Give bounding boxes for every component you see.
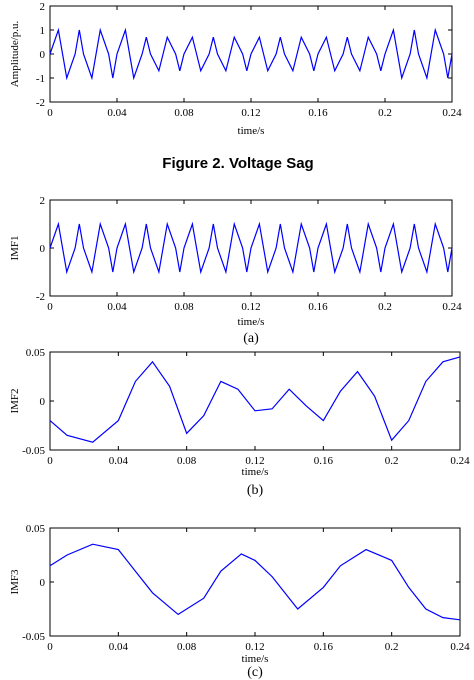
x-tick-label: 0.12	[245, 455, 264, 467]
subfigure-label: (c)	[247, 665, 263, 680]
chart-panel-4: 0 0.04 0.08 0.12 0.16 0.2 0.240.050-0.05time/s…	[9, 523, 470, 680]
y-tick-label: 1	[40, 25, 46, 37]
x-tick-label: 0.24	[442, 301, 462, 313]
x-tick-label: 0.12	[241, 301, 260, 313]
x-tick-label: 0	[47, 301, 53, 313]
x-tick-label: 0.04	[109, 455, 129, 467]
y-tick-label: 2	[40, 1, 46, 13]
x-axis-label: time/s	[238, 125, 265, 137]
series-line-1	[49, 356, 461, 443]
chart-panel-2: 0 0.04 0.08 0.12 0.16 0.2 0.2420-2time/sIMF1(a…	[9, 195, 462, 346]
plot-frame	[49, 351, 461, 451]
x-tick-label: 0.2	[385, 455, 399, 467]
y-tick-label: -0.05	[22, 445, 45, 457]
y-axis-label: Amplitude/p.u.	[9, 20, 21, 87]
plot-frame	[49, 527, 461, 637]
x-tick-label: 0.04	[107, 301, 127, 313]
y-tick-label: -2	[36, 97, 45, 109]
y-tick-label: 0	[40, 243, 46, 255]
x-tick-label: 0.24	[450, 455, 470, 467]
x-tick-label: 0.16	[314, 641, 334, 653]
y-axis-label: IMF1	[9, 235, 21, 260]
y-tick-label: 0	[40, 577, 46, 589]
y-axis-label: IMF2	[9, 388, 21, 413]
x-tick-label: 0.08	[177, 455, 197, 467]
x-axis-label: time/s	[238, 316, 265, 328]
y-axis-label: IMF3	[9, 569, 21, 595]
x-tick-label: 0.24	[450, 641, 470, 653]
y-tick-label: -2	[36, 291, 45, 303]
series-line-1	[49, 543, 461, 621]
x-tick-label: 0.08	[174, 301, 194, 313]
series-line-1	[49, 221, 453, 275]
x-tick-label: 0.04	[107, 107, 127, 119]
x-tick-label: 0.08	[177, 641, 197, 653]
y-tick-label: -0.05	[22, 631, 45, 643]
y-tick-label: -1	[36, 73, 45, 85]
x-tick-label: 0.12	[245, 641, 264, 653]
x-tick-label: 0	[47, 455, 53, 467]
x-tick-label: 0.12	[241, 107, 260, 119]
x-tick-label: 0.04	[109, 641, 129, 653]
y-tick-label: 0.05	[26, 523, 46, 535]
x-tick-label: 0.24	[442, 107, 462, 119]
x-tick-label: 0.16	[314, 455, 334, 467]
x-tick-label: 0	[47, 107, 53, 119]
x-tick-label: 0	[47, 641, 53, 653]
x-tick-label: 0.2	[385, 641, 399, 653]
x-axis-label: time/s	[242, 466, 269, 478]
y-tick-label: 0	[40, 396, 46, 408]
x-tick-label: 0.16	[308, 107, 328, 119]
x-tick-label: 0.2	[378, 107, 392, 119]
subfigure-label: (b)	[247, 483, 264, 498]
chart-panel-1: 0 0.04 0.08 0.12 0.16 0.2 0.24 2 1 0 -1 -2 time/s Amp…	[9, 1, 462, 137]
figure-caption: Figure 2. Voltage Sag	[162, 155, 313, 172]
subfigure-label: (a)	[243, 331, 259, 346]
x-axis-label: time/s	[242, 653, 269, 665]
series-line-1	[49, 27, 453, 81]
y-tick-label: 0.05	[26, 347, 46, 359]
y-tick-label: 2	[40, 195, 46, 207]
x-tick-label: 0.16	[308, 301, 328, 313]
y-tick-label: 0	[40, 49, 46, 61]
chart-panel-3: 0 0.04 0.08 0.12 0.16 0.2 0.240.050-0.05time/s…	[9, 347, 470, 498]
x-tick-label: 0.08	[174, 107, 194, 119]
x-tick-label: 0.2	[378, 301, 392, 313]
